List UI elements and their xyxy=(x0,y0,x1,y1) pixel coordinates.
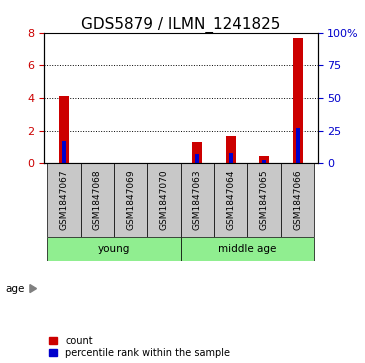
Bar xyxy=(296,128,300,163)
Bar xyxy=(192,142,202,163)
Bar xyxy=(262,160,266,163)
Bar xyxy=(292,38,303,163)
Bar xyxy=(229,153,233,163)
Bar xyxy=(62,141,66,163)
Bar xyxy=(114,163,147,237)
Text: GSM1847066: GSM1847066 xyxy=(293,170,302,231)
Bar xyxy=(247,163,281,237)
Text: young: young xyxy=(98,244,130,254)
Text: GSM1847070: GSM1847070 xyxy=(160,170,169,231)
Bar xyxy=(47,237,181,261)
Text: GSM1847065: GSM1847065 xyxy=(260,170,269,231)
Bar xyxy=(195,154,199,163)
Text: GSM1847067: GSM1847067 xyxy=(59,170,68,231)
Bar xyxy=(147,163,181,237)
Bar xyxy=(59,97,69,163)
Bar xyxy=(181,163,214,237)
Bar xyxy=(81,163,114,237)
Bar xyxy=(214,163,247,237)
Bar xyxy=(47,163,81,237)
Text: GSM1847069: GSM1847069 xyxy=(126,170,135,231)
Text: GSM1847063: GSM1847063 xyxy=(193,170,202,231)
Title: GDS5879 / ILMN_1241825: GDS5879 / ILMN_1241825 xyxy=(81,16,280,33)
Polygon shape xyxy=(30,285,36,293)
Text: middle age: middle age xyxy=(218,244,277,254)
Text: age: age xyxy=(5,284,25,294)
Text: GSM1847064: GSM1847064 xyxy=(226,170,235,231)
Bar xyxy=(259,156,269,163)
Text: GSM1847068: GSM1847068 xyxy=(93,170,102,231)
Bar xyxy=(281,163,314,237)
Legend: count, percentile rank within the sample: count, percentile rank within the sample xyxy=(49,336,230,358)
Bar xyxy=(181,237,314,261)
Bar xyxy=(226,136,236,163)
